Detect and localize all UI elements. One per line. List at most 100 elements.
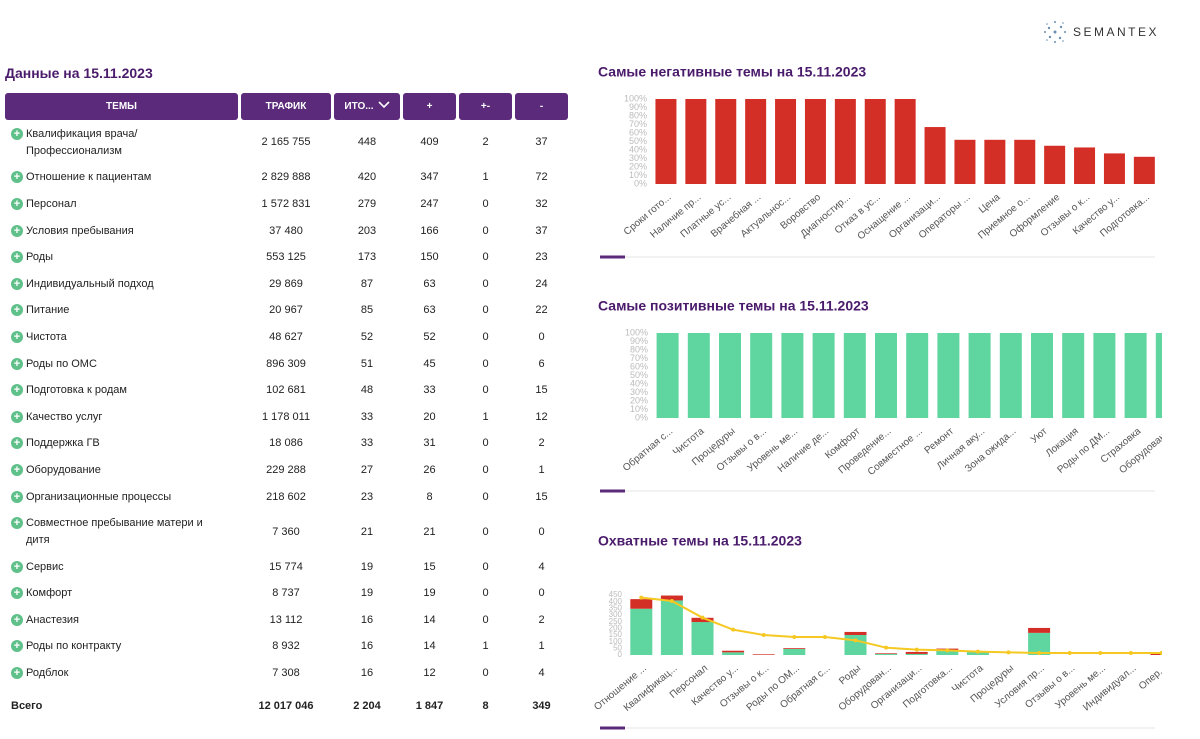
- sort-icon[interactable]: [378, 101, 390, 109]
- y-tick-label: 60%: [630, 361, 648, 371]
- cell: 409: [420, 136, 439, 149]
- cell: 21: [360, 525, 374, 538]
- bar: [843, 333, 866, 418]
- topic-name: Родблок: [5, 665, 216, 682]
- cell: 52: [423, 330, 436, 343]
- bar: [864, 99, 886, 184]
- y-tick-label: 90%: [630, 336, 648, 346]
- y-tick-label: 100%: [625, 327, 648, 337]
- cell: 0: [482, 224, 489, 237]
- cell: 15 774: [269, 560, 303, 573]
- cell: 0: [482, 330, 489, 343]
- x-tick-label: Опер...: [1137, 663, 1169, 692]
- cell: 37: [535, 224, 548, 237]
- line-point: [669, 599, 674, 603]
- cell: 229 288: [266, 463, 306, 476]
- y-tick-label: 50%: [629, 136, 647, 146]
- y-tick-label: 400: [609, 597, 623, 606]
- y-tick-label: 50: [613, 643, 622, 652]
- table-row: Питание 20 967 85 63 0 22: [5, 298, 565, 325]
- cell: 0: [482, 437, 489, 450]
- logo-icon: [1044, 21, 1066, 43]
- cell: 0: [538, 587, 545, 600]
- cell: 4: [538, 667, 545, 680]
- line-point: [731, 627, 736, 632]
- table-row: Индивидуальный подход 29 869 87 63 0 24: [5, 271, 565, 298]
- cell: 0: [482, 667, 489, 680]
- topic-name: Сервис: [5, 559, 216, 576]
- table-row: Роды по ОМС 896 309 51 45 0 6: [5, 351, 565, 378]
- y-tick-label: 200: [609, 623, 623, 632]
- table-row: Условия пребывания 37 480 203 166 0 37: [5, 218, 565, 245]
- cell: 37 480: [269, 224, 303, 237]
- topic-name: Качество услуг: [5, 409, 216, 426]
- table-row: Качество услуг 1 178 011 33 20 1 12: [5, 404, 565, 431]
- line-point: [1037, 651, 1042, 655]
- bar: [1103, 153, 1125, 184]
- cell: 2: [538, 437, 545, 450]
- table-row: Подготовка к родам 102 681 48 33 0 15: [5, 377, 565, 404]
- total-cell: 349: [532, 699, 551, 712]
- cell: 0: [482, 613, 489, 626]
- bar-segment: [875, 653, 898, 655]
- cell: 31: [423, 437, 436, 450]
- cell: 0: [538, 330, 545, 343]
- cell: 0: [482, 463, 489, 476]
- y-tick-label: 20%: [630, 395, 648, 405]
- bar: [655, 99, 677, 184]
- bar: [924, 127, 946, 184]
- cell: 22: [535, 304, 548, 317]
- cell: 203: [357, 224, 377, 237]
- column-header: +-: [459, 93, 512, 120]
- topic-name: Отношение к пациентам: [5, 169, 216, 186]
- line-point: [1098, 651, 1103, 655]
- bar: [999, 333, 1022, 418]
- cell: 19: [423, 587, 436, 600]
- cell: 347: [420, 171, 439, 184]
- line-point: [884, 645, 889, 650]
- x-tick-label: Подго...: [1171, 426, 1200, 457]
- line-point: [853, 638, 858, 643]
- total-cell: Всего: [11, 699, 43, 712]
- topic-name: Совместное пребывание матери и дитя: [5, 515, 216, 549]
- y-tick-label: 10%: [630, 404, 648, 414]
- cell: 4: [538, 560, 545, 573]
- table-row: Анастезия 13 112 16 14 0 2: [5, 607, 565, 634]
- bar: [750, 333, 773, 418]
- cell: 14: [423, 613, 436, 626]
- table-row: Отношение к пациентам 2 829 888 420 347 1 72: [5, 165, 565, 192]
- cell: 33: [360, 410, 374, 423]
- line: [641, 596, 1162, 654]
- line-point: [914, 647, 919, 652]
- logo: SEMANTEX: [1073, 25, 1159, 39]
- bar-segment: [783, 648, 806, 649]
- y-tick-label: 50%: [630, 370, 648, 380]
- bar-segment: [691, 622, 714, 655]
- bar: [1093, 333, 1116, 418]
- cell: 2 829 888: [261, 171, 311, 184]
- bar-segment: [905, 651, 928, 654]
- table-title: Данные на 15.11.2023: [5, 65, 153, 81]
- cell: 19: [360, 587, 374, 600]
- bar-segment: [844, 635, 867, 655]
- bar-segment: [875, 653, 898, 654]
- total-cell: 1 847: [415, 699, 444, 712]
- table-row: Комфорт 8 737 19 19 0 0: [5, 581, 565, 608]
- table-row: Оборудование 229 288 27 26 0 1: [5, 457, 565, 484]
- cell: 72: [535, 171, 548, 184]
- column-header: ТРАФИК: [241, 93, 331, 120]
- line-point: [700, 615, 705, 620]
- cell: 6: [538, 357, 545, 370]
- bar: [875, 333, 897, 418]
- cell: 37: [535, 136, 548, 149]
- cell: 16: [360, 667, 374, 680]
- topic-name: Питание: [5, 302, 216, 319]
- cell: 12: [535, 410, 548, 423]
- cell: 279: [357, 197, 377, 210]
- bar-segment: [844, 631, 867, 635]
- column-header: +: [403, 93, 456, 120]
- cell: 18 086: [269, 437, 303, 450]
- bar: [1062, 333, 1085, 418]
- cell: 2: [482, 136, 489, 149]
